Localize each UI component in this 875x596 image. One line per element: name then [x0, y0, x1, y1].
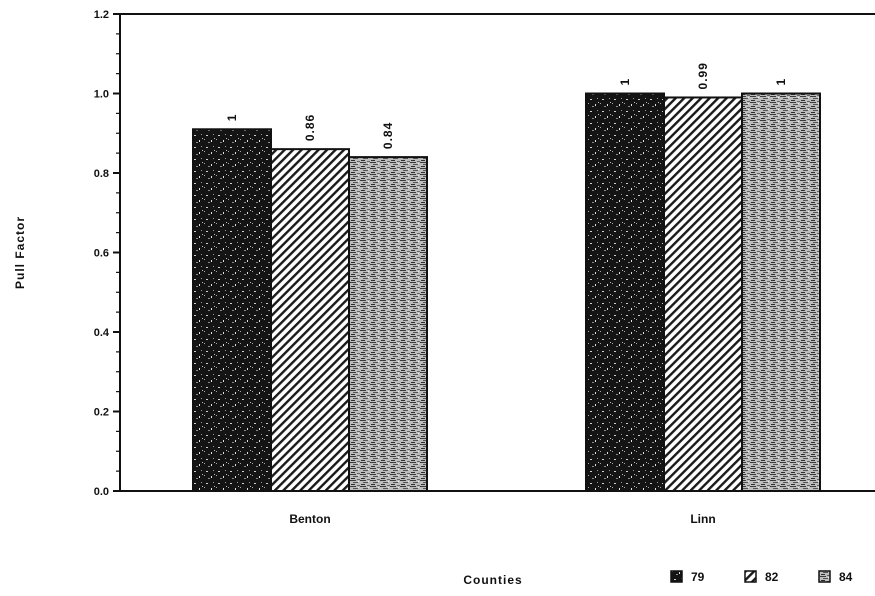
legend-label-82: 82: [765, 570, 779, 584]
bar-benton-79: [192, 128, 272, 492]
data-label: 0.99: [696, 62, 710, 89]
y-tick-label: 0.2: [94, 407, 109, 419]
legend-label-84: 84: [839, 570, 853, 584]
bar-linn-79: [585, 92, 665, 492]
bar-linn-82: [663, 96, 743, 492]
bar-benton-84: [348, 156, 428, 492]
y-tick-label: 0.4: [94, 327, 110, 339]
legend-swatch-82: [744, 570, 757, 583]
y-tick-label: 0.8: [94, 168, 109, 180]
y-tick-label: 1.0: [94, 89, 109, 101]
legend-swatch-79: [670, 570, 683, 583]
x-tick-label-linn: Linn: [690, 512, 715, 526]
y-tick-label: 0.6: [94, 248, 109, 260]
legend-label-79: 79: [691, 570, 705, 584]
data-label: 1: [225, 114, 239, 122]
y-tick-label: 0.0: [94, 486, 109, 498]
data-label: 0.84: [381, 122, 395, 149]
x-tick-label-benton: Benton: [289, 512, 330, 526]
x-axis-title: Counties: [463, 573, 522, 587]
data-label: 0.86: [303, 114, 317, 141]
y-axis-title: Pull Factor: [13, 216, 27, 289]
bar-linn-84: [741, 92, 821, 492]
bar-benton-82: [270, 148, 350, 492]
legend-swatch-84: [818, 570, 831, 583]
y-tick-label: 1.2: [94, 9, 109, 21]
data-label: 1: [618, 78, 632, 86]
data-label: 1: [774, 78, 788, 86]
